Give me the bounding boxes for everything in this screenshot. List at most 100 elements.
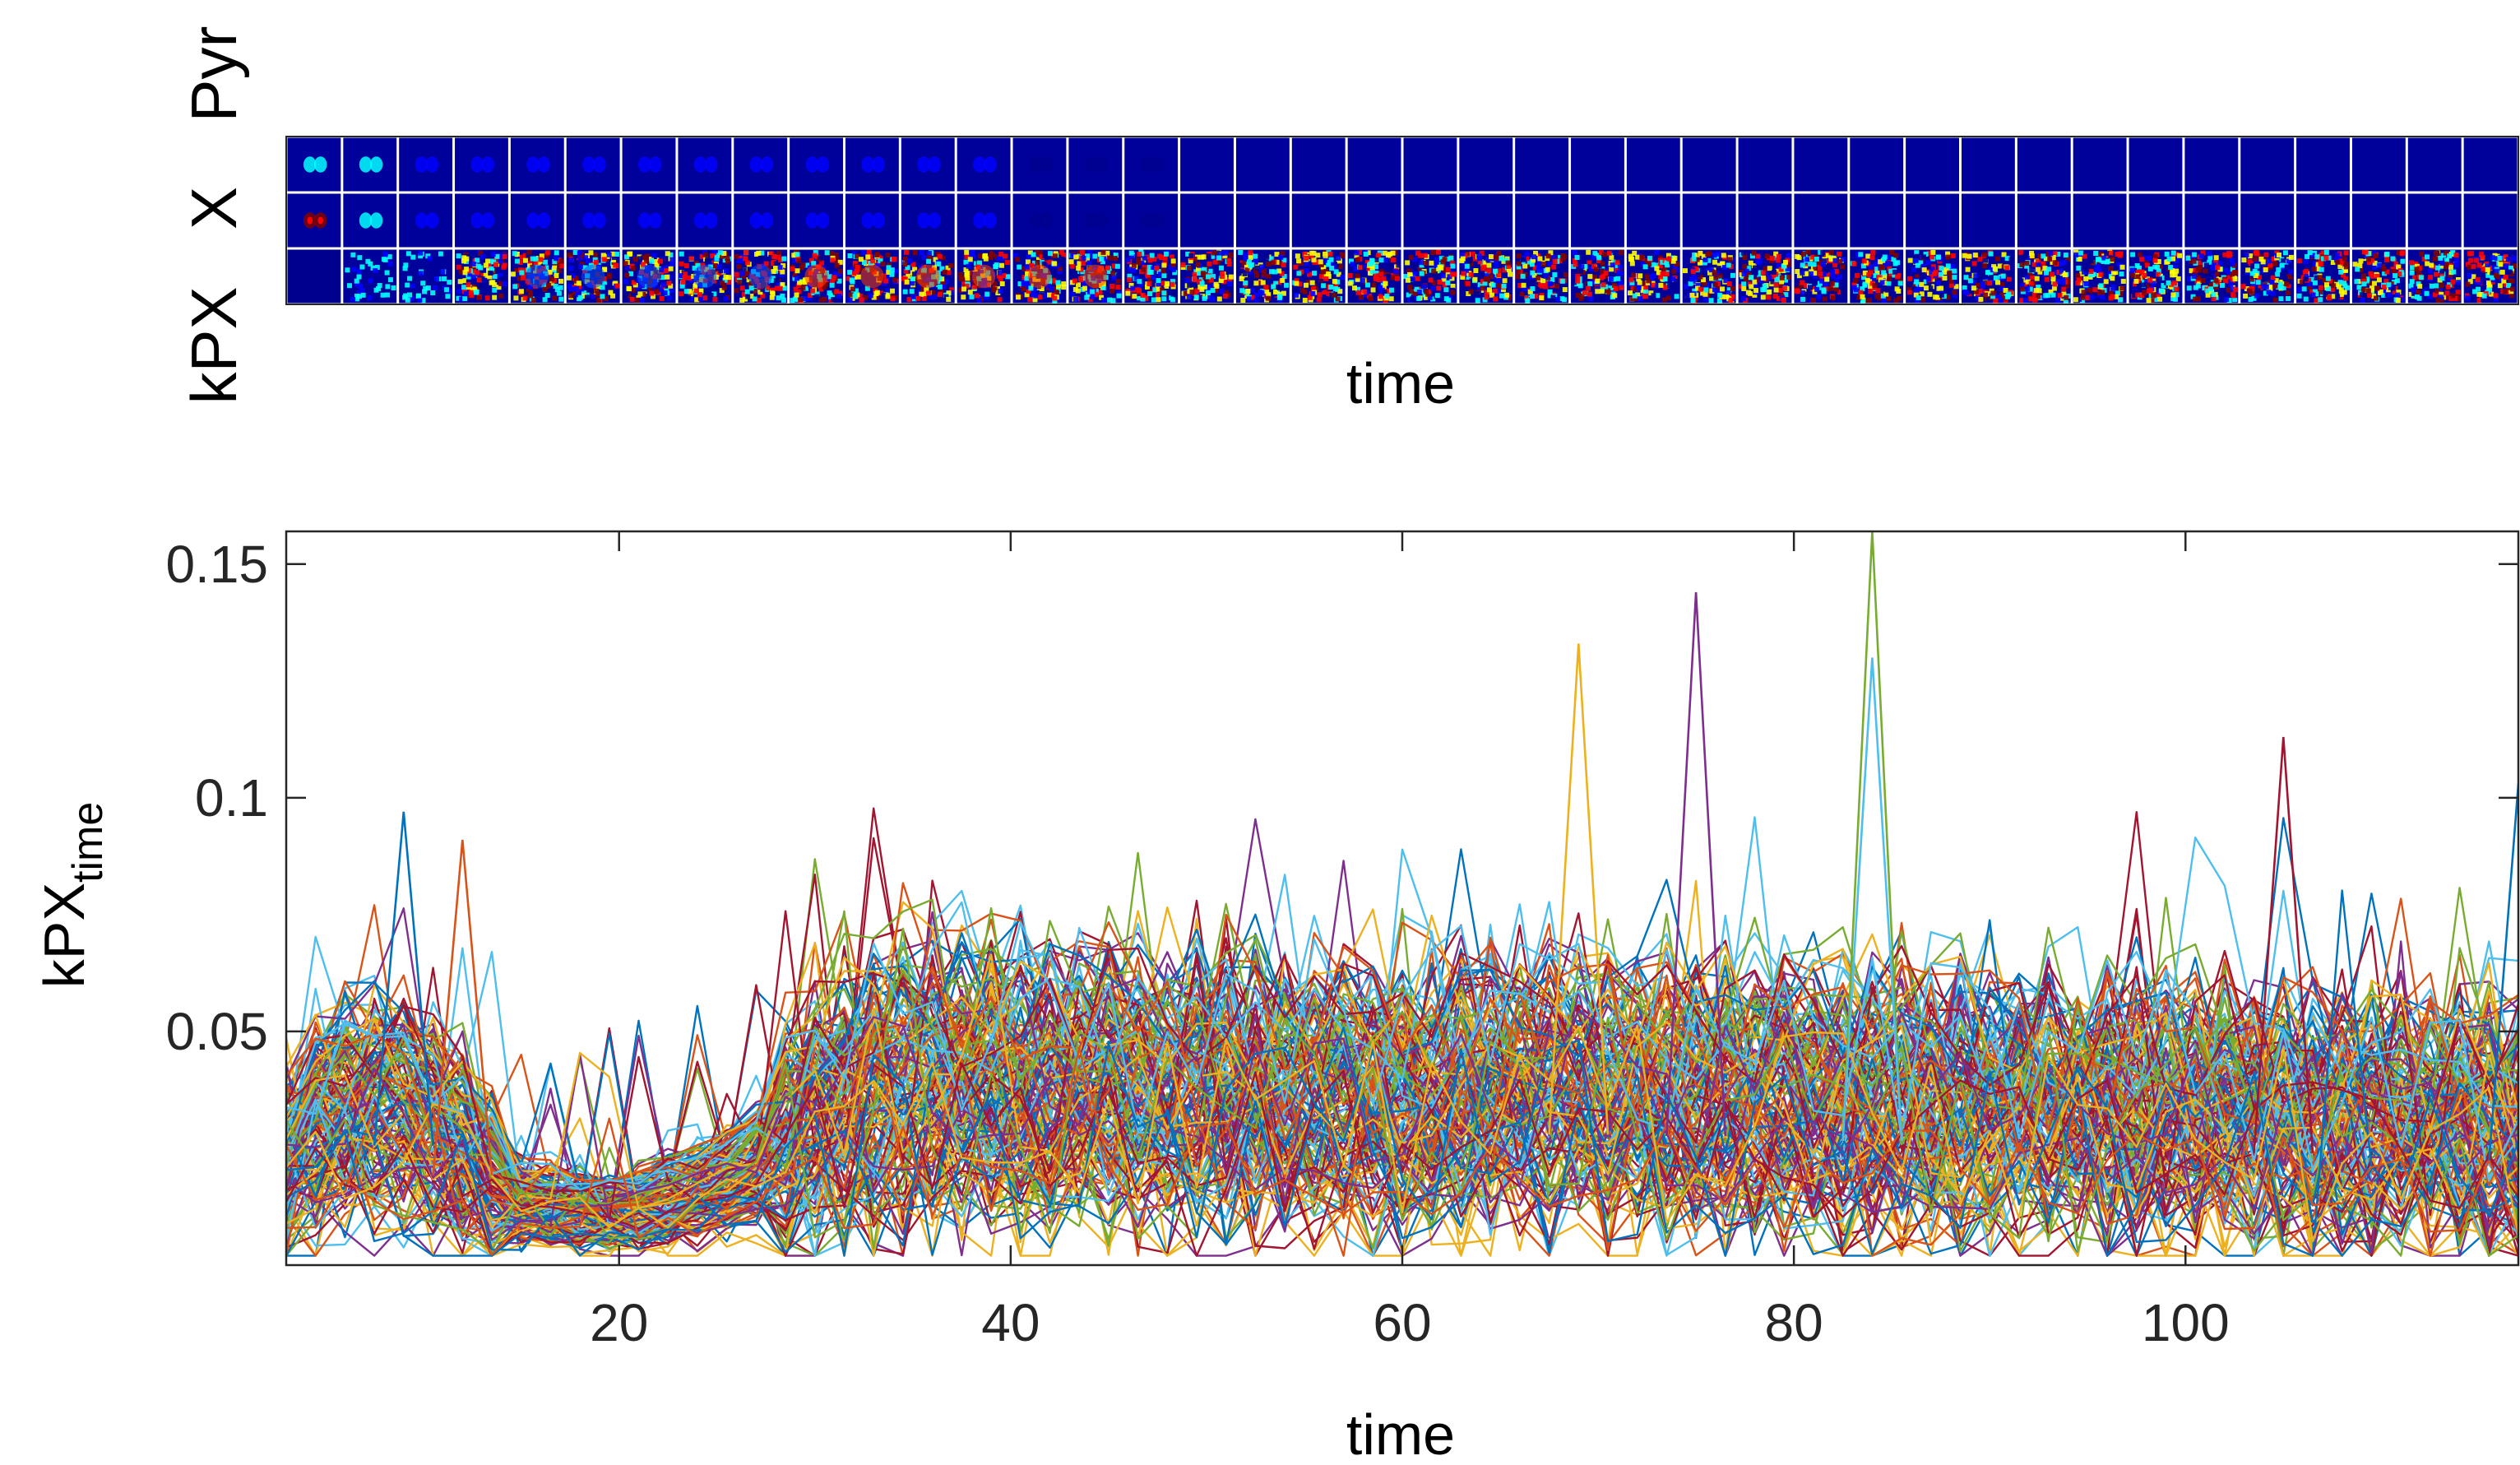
montage-pixel [2076,265,2082,271]
montage-pixel [2490,275,2495,280]
montage-pixel [1312,259,1318,265]
montage-pixel [1948,279,1954,285]
montage-pixel [1370,261,1376,267]
montage-pixel [2036,259,2041,265]
montage-pixel [1486,268,1492,274]
montage-pixel [1004,260,1010,266]
montage-pixel [2088,272,2094,278]
montage-pixel [1862,270,1868,276]
montage-pixel [659,267,665,273]
montage-pixel [2043,256,2049,262]
montage-pixel [1364,282,1370,288]
montage-pixel [1046,283,1052,289]
montage-pixel [912,250,918,256]
montage-pixel [603,295,609,301]
montage-pixel [2385,287,2391,293]
montage-pixel [1445,256,1451,262]
montage-frame [1571,193,1624,248]
montage-pixel [1039,292,1045,298]
montage-frame [1459,249,1513,304]
montage-pixel [2100,290,2105,295]
montage-pixel [1423,260,1429,266]
montage-pixel [1110,298,1116,304]
montage-blob [581,264,605,289]
series-line [286,952,2518,1220]
montage-pixel [887,262,892,268]
montage-pixel [556,267,562,273]
montage-pixel [2421,256,2427,262]
series-line [286,910,2518,1215]
montage-pixel [790,298,795,304]
montage-pixel [1211,250,1217,256]
montage-pixel [2508,265,2514,271]
montage-pixel [2278,285,2284,291]
montage-pixel [1195,267,1201,272]
montage-pixel [577,264,583,270]
montage-pixel [1297,281,1303,287]
montage-pixel [1862,291,1868,297]
montage-pixel [1218,265,1224,271]
montage-pixel [721,285,727,290]
montage-pixel [1830,295,1836,301]
montage-pixel [991,287,997,293]
montage-pixel [2323,255,2329,261]
montage-pixel [2384,251,2390,257]
montage-pixel [804,262,810,268]
montage-pixel [2331,294,2337,299]
montage-pixel [581,294,587,299]
montage-pixel [475,294,481,300]
montage-pixel [2439,291,2444,297]
montage-pixel [854,269,859,275]
montage-pixel [1695,271,1701,277]
montage-pixel [1658,282,1664,288]
montage-pixel [1671,269,1677,275]
montage-pixel [921,291,927,297]
montage-pixel [1816,294,1822,300]
montage-pixel [912,267,918,272]
montage-pixel [859,297,864,303]
montage-pixel [712,263,718,269]
montage-pixel [1599,275,1605,280]
montage-pixel [1383,257,1388,263]
montage-pixel [1664,260,1670,266]
montage-pixel [827,290,832,296]
montage-pixel [1147,291,1153,297]
series-line [286,1024,2518,1243]
montage-pixel [2455,277,2461,283]
montage-pixel [2304,274,2309,280]
montage-pixel [1840,291,1846,297]
montage-pixel [2396,290,2402,295]
montage-pixel [1591,263,1596,269]
montage-pixel [1929,274,1935,280]
montage-pixel [1137,288,1142,294]
montage-pixel [1694,253,1700,258]
montage-pixel [1247,269,1253,275]
montage-pixel [387,254,392,260]
montage-pixel [2305,253,2310,259]
montage-pixel [2247,258,2253,264]
montage-pixel [2352,262,2358,267]
montage-pixel [553,283,558,289]
montage-frame [1291,249,1346,304]
montage-pixel [688,256,694,262]
montage-pixel [2303,268,2309,274]
montage-pixel [1800,262,1805,268]
montage-pixel [2511,256,2517,262]
montage-pixel [1311,257,1317,262]
montage-pixel [1803,271,1809,276]
montage-pixel [1333,262,1339,268]
montage-pixel [1515,274,1521,280]
montage-pixel [1654,266,1660,271]
montage-pixel [456,264,461,270]
montage-pixel [1340,275,1346,280]
montage-pixel [693,288,699,294]
montage-pixel [553,256,558,262]
montage-pixel [680,279,686,285]
montage-pixel [1975,282,1980,288]
montage-pixel [1980,281,1985,287]
montage-pixel [418,271,424,276]
montage-pixel [1521,282,1526,288]
montage-pixel [544,250,550,256]
montage-pixel [554,273,559,279]
montage-pixel [463,258,469,264]
